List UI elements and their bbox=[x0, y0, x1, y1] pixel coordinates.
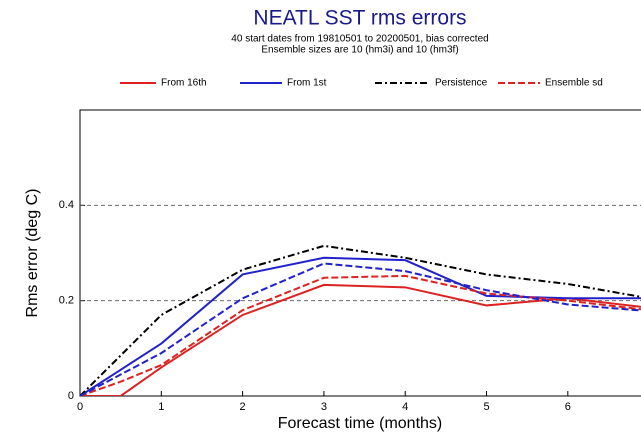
x-tick-label: 2 bbox=[240, 401, 246, 413]
legend-label: From 16th bbox=[161, 78, 207, 89]
data-line bbox=[80, 256, 641, 396]
chart-subtitle: 40 start dates from 19810501 to 20200501… bbox=[231, 34, 488, 45]
legend-label: Persistence bbox=[435, 78, 488, 89]
x-tick-label: 0 bbox=[77, 401, 83, 413]
y-tick-label: 0 bbox=[68, 390, 74, 402]
legend-label: Ensemble sd bbox=[545, 78, 603, 89]
plot-frame bbox=[79, 109, 641, 397]
y-axis-label: Rms error (deg C) bbox=[24, 189, 41, 318]
plot-area bbox=[80, 244, 641, 396]
x-tick-label: 4 bbox=[402, 401, 408, 413]
data-line bbox=[80, 244, 641, 396]
x-tick-label: 6 bbox=[565, 401, 571, 413]
y-tick-label: 0.2 bbox=[59, 295, 74, 307]
x-tick-label: 5 bbox=[483, 401, 489, 413]
chart-title: NEATL SST rms errors bbox=[253, 7, 466, 30]
legend-label: From 1st bbox=[287, 78, 327, 89]
data-line bbox=[80, 274, 641, 396]
chart-subtitle: Ensemble sizes are 10 (hm3i) and 10 (hm3… bbox=[261, 45, 458, 56]
x-axis-label: Forecast time (months) bbox=[278, 415, 442, 432]
data-line bbox=[80, 283, 641, 396]
y-tick-label: 0.4 bbox=[59, 199, 74, 211]
x-tick-label: 1 bbox=[158, 401, 164, 413]
data-line bbox=[80, 262, 641, 396]
x-tick-label: 3 bbox=[321, 401, 327, 413]
